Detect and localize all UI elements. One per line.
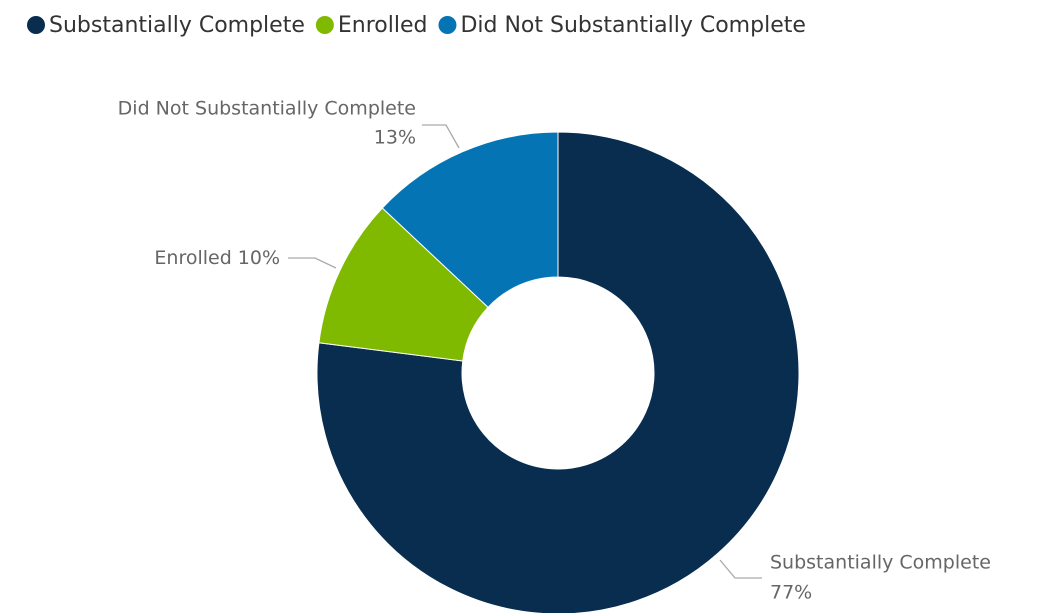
leader-line <box>422 124 460 149</box>
leader-line <box>288 257 337 269</box>
donut-segment <box>316 131 800 613</box>
data-label-name: Did Not Substantially Complete <box>118 98 416 120</box>
data-label-value: 13% <box>374 127 416 149</box>
data-label-value: 77% <box>770 582 812 604</box>
data-label-name: Substantially Complete <box>770 552 991 574</box>
data-label: Enrolled 10% <box>154 247 280 269</box>
donut-segment <box>381 131 559 308</box>
legend-marker <box>438 16 457 34</box>
data-label-name: Enrolled <box>154 247 231 269</box>
legend-marker <box>315 16 334 34</box>
legend-label: Did Not Substantially Complete <box>460 13 805 38</box>
leader-line <box>719 559 762 579</box>
legend-label: Substantially Complete <box>49 13 305 38</box>
legend-label: Enrolled <box>338 13 428 38</box>
data-label-value: 10% <box>238 247 280 269</box>
legend-marker <box>27 16 45 34</box>
